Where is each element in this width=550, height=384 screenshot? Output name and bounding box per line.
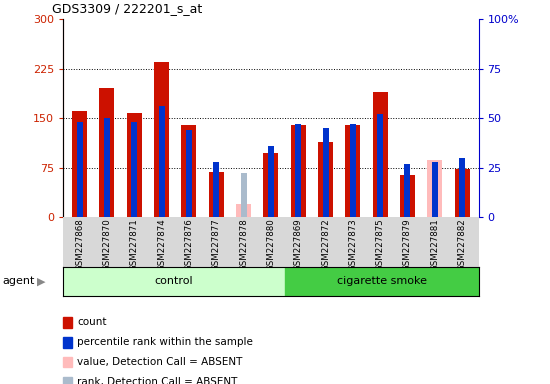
Bar [432,162,438,217]
Text: GSM227881: GSM227881 [430,218,439,271]
Text: GSM227880: GSM227880 [266,218,276,271]
Bar [295,124,301,217]
Bar [76,122,82,217]
Bar [131,122,138,217]
Bar [373,92,388,217]
Bar [459,158,465,217]
Text: GSM227871: GSM227871 [130,218,139,271]
Text: GSM227882: GSM227882 [458,218,466,271]
Text: GSM227878: GSM227878 [239,218,248,271]
Text: control: control [155,276,193,286]
Bar [404,164,410,217]
Text: GSM227872: GSM227872 [321,218,330,271]
Text: rank, Detection Call = ABSENT: rank, Detection Call = ABSENT [77,377,238,384]
Bar [63,267,285,296]
Bar [158,106,164,217]
Bar [154,62,169,217]
Bar [72,111,87,217]
Text: GSM227874: GSM227874 [157,218,166,271]
Bar [100,88,114,217]
Bar [213,162,219,217]
Bar [345,125,360,217]
Text: count: count [77,317,107,327]
Text: GSM227879: GSM227879 [403,218,412,271]
Bar [268,146,274,217]
Bar [126,113,142,217]
Text: cigarette smoke: cigarette smoke [337,276,427,286]
Text: GSM227873: GSM227873 [348,218,358,271]
Bar [263,153,278,217]
Bar [186,130,192,217]
Text: ▶: ▶ [37,276,46,286]
Bar [350,124,356,217]
Text: GSM227868: GSM227868 [75,218,84,271]
Bar [104,118,110,217]
Text: GDS3309 / 222201_s_at: GDS3309 / 222201_s_at [52,2,202,15]
Text: value, Detection Call = ABSENT: value, Detection Call = ABSENT [77,357,243,367]
Text: GSM227877: GSM227877 [212,218,221,271]
Bar [285,267,478,296]
Text: agent: agent [3,276,35,286]
Bar [208,172,224,217]
Bar [455,169,470,217]
Bar [322,128,328,217]
Text: GSM227876: GSM227876 [184,218,194,271]
Bar [427,160,442,217]
Bar [318,142,333,217]
Text: percentile rank within the sample: percentile rank within the sample [77,337,253,347]
Bar [182,125,196,217]
Bar [236,204,251,217]
Text: GSM227875: GSM227875 [376,218,384,271]
Bar [400,175,415,217]
Bar [377,114,383,217]
Bar [291,125,306,217]
Text: GSM227869: GSM227869 [294,218,302,271]
Bar [240,174,246,217]
Text: GSM227870: GSM227870 [102,218,112,271]
